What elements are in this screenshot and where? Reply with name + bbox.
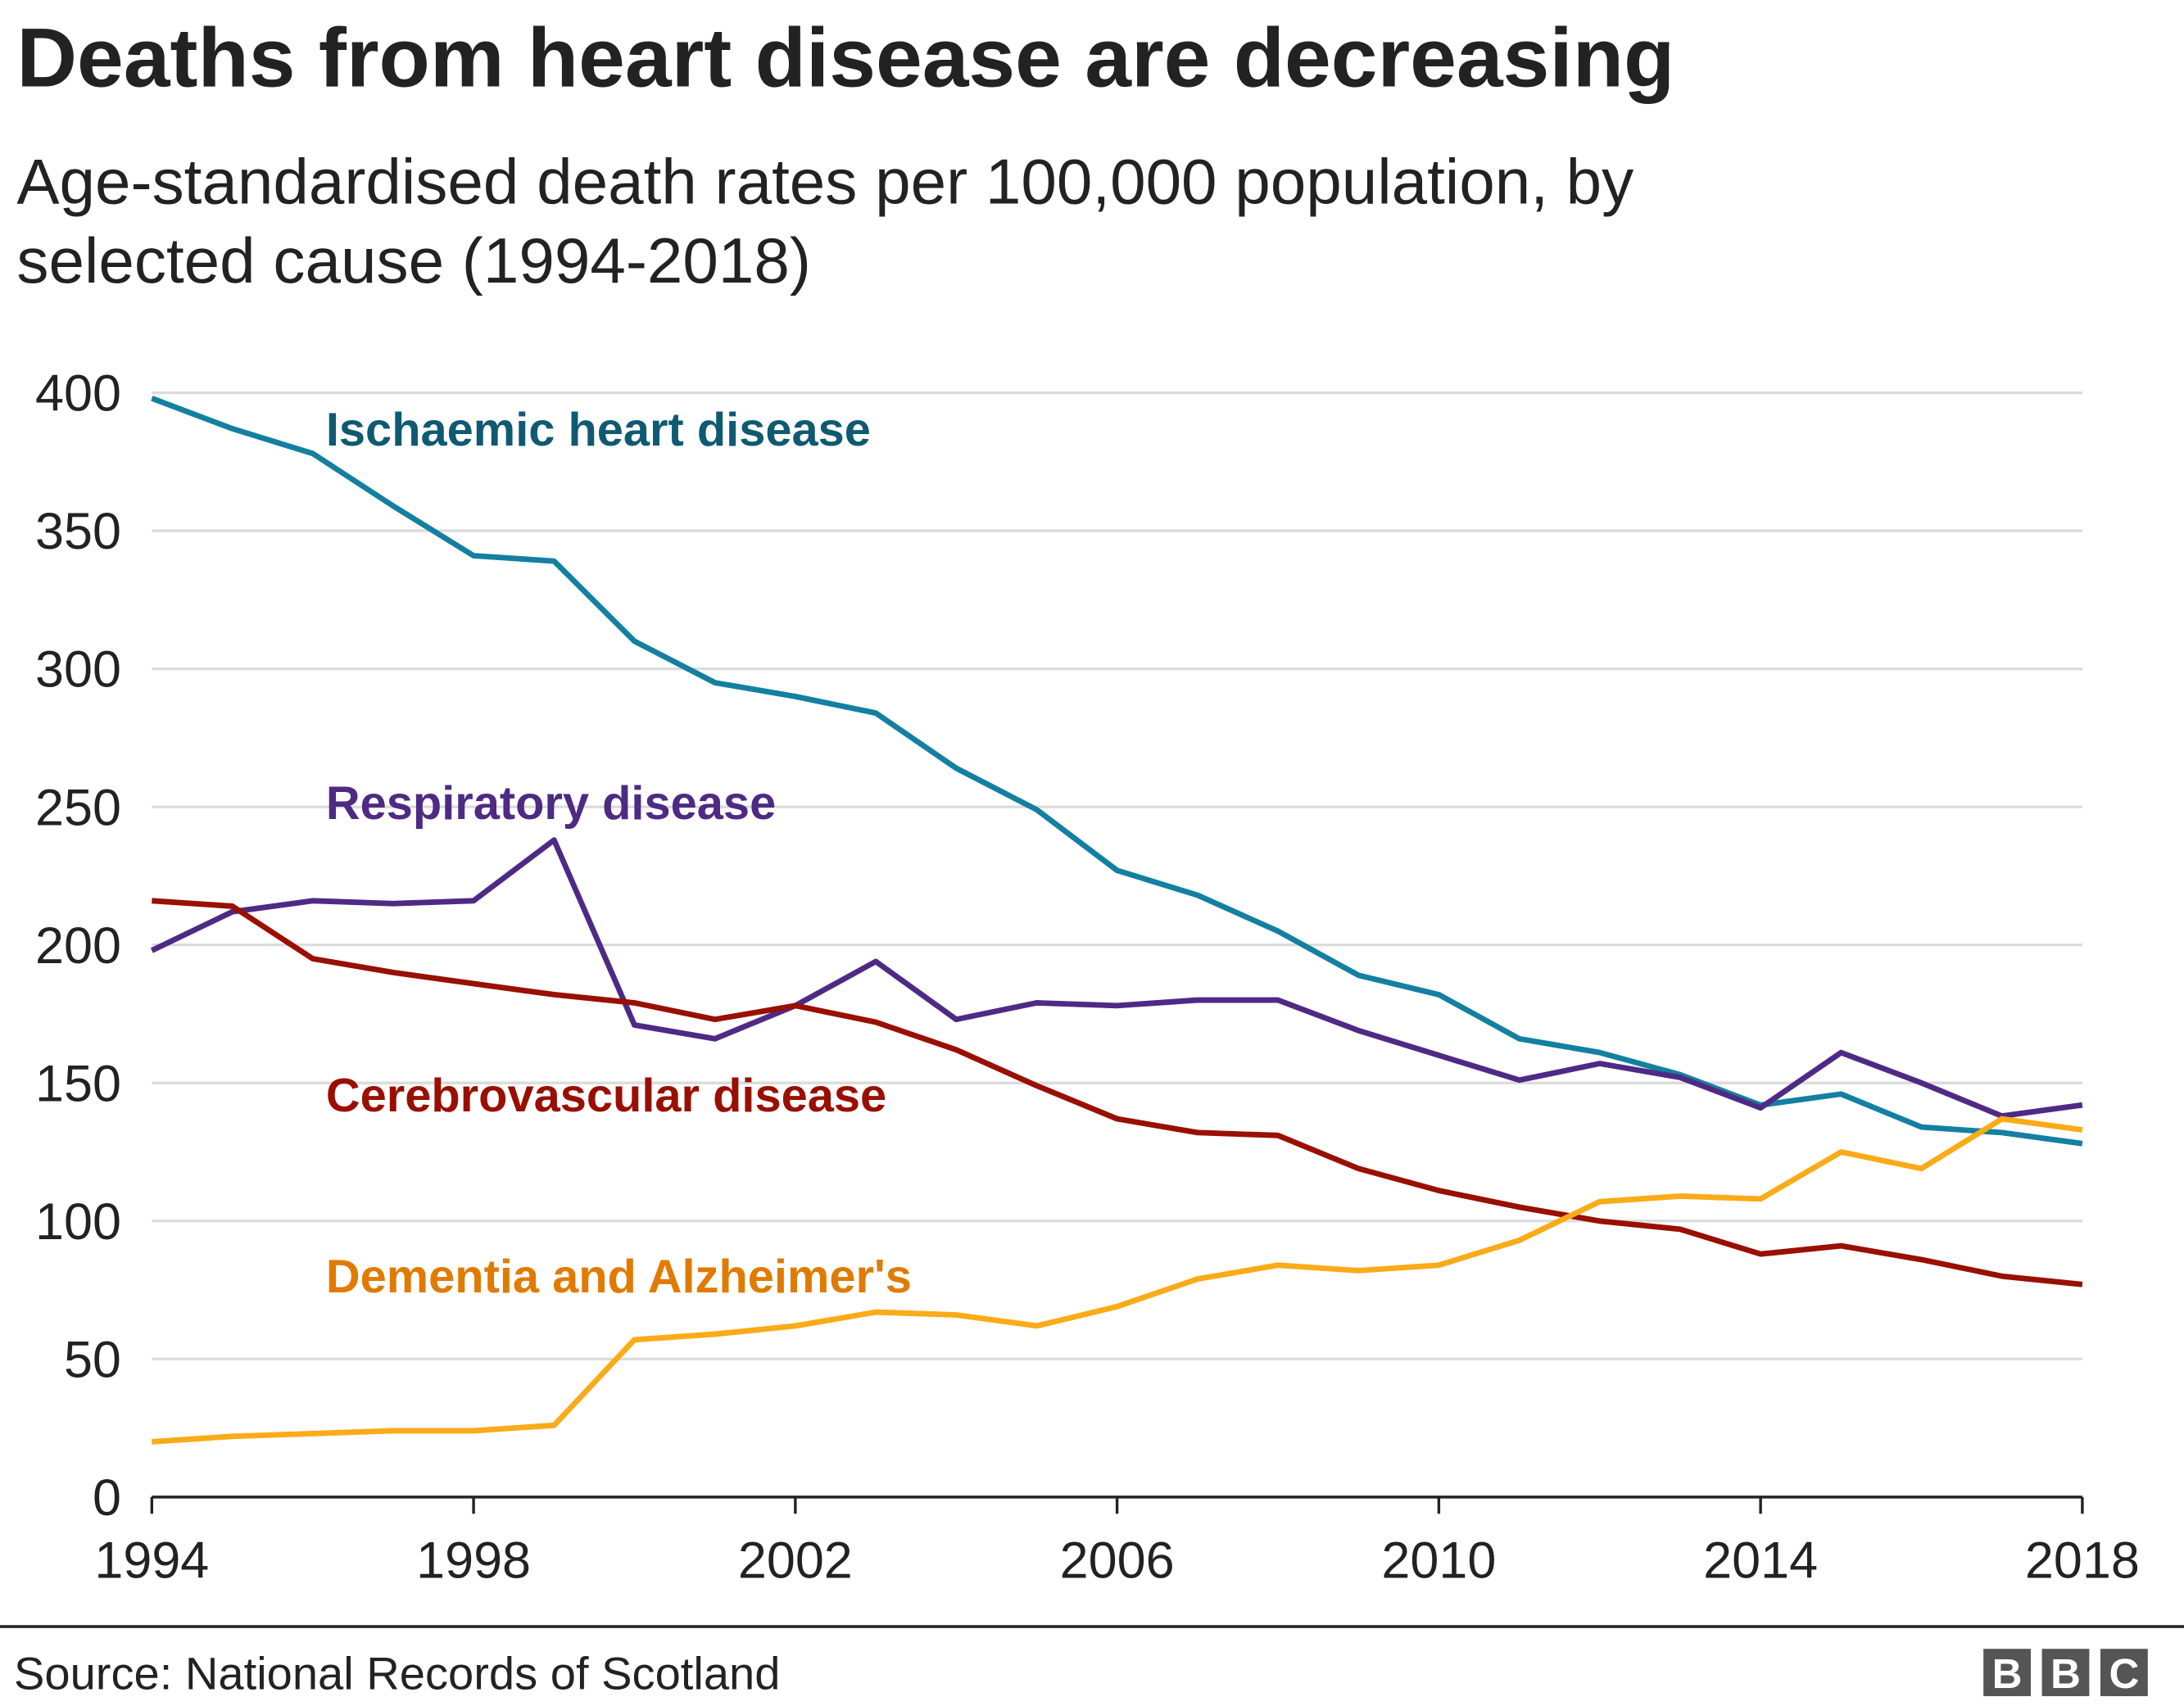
- series-line-0: [151, 396, 2083, 1147]
- series-labels: Ischaemic heart disease Respiratory dise…: [326, 404, 912, 1303]
- svg-text:C: C: [2109, 1650, 2139, 1697]
- y-tick-label: 50: [64, 1331, 121, 1388]
- series-lines: [150, 396, 2083, 1445]
- svg-text:B: B: [1992, 1650, 2023, 1697]
- y-tick-label: 0: [93, 1469, 121, 1527]
- svg-text:B: B: [2050, 1650, 2081, 1697]
- y-tick-label: 200: [35, 917, 121, 975]
- chart-subtitle-line2: selected cause (1994-2018): [16, 224, 810, 296]
- y-tick-label: 100: [35, 1193, 121, 1251]
- series-line-3: [152, 1115, 2083, 1445]
- y-tick-label: 350: [35, 503, 121, 560]
- x-tick-label: 2006: [1060, 1532, 1175, 1589]
- y-tick-label: 300: [35, 641, 121, 699]
- y-axis: 0 50 100 150 200 250 300 350 400: [35, 365, 121, 1527]
- y-tick-label: 150: [35, 1055, 121, 1112]
- x-tick-label: 2014: [1703, 1532, 1818, 1589]
- x-tick-label: 2002: [738, 1532, 853, 1589]
- x-tick-label: 1998: [416, 1532, 531, 1589]
- chart-title: Deaths from heart disease are decreasing: [16, 11, 1674, 105]
- y-tick-label: 400: [35, 365, 121, 423]
- series-line-2: [152, 898, 2083, 1287]
- series-label-cerebrovascular: Cerebrovascular disease: [326, 1070, 886, 1122]
- x-tick-label: 1994: [94, 1532, 209, 1589]
- series-label-ischaemic: Ischaemic heart disease: [326, 404, 871, 456]
- bbc-logo: B B C: [1983, 1649, 2148, 1697]
- y-tick-label: 250: [35, 779, 121, 836]
- gridlines: [152, 391, 2082, 1361]
- chart-subtitle-line1: Age-standardised death rates per 100,000…: [16, 145, 1633, 217]
- x-tick-label: 2010: [1381, 1532, 1496, 1589]
- series-label-respiratory: Respiratory disease: [326, 777, 776, 830]
- x-tick-label: 2018: [2025, 1532, 2140, 1589]
- series-line-1: [150, 837, 2083, 1120]
- series-label-dementia: Dementia and Alzheimer's: [326, 1251, 912, 1303]
- source-note: Source: National Records of Scotland: [14, 1648, 780, 1699]
- x-axis: 1994 1998 2002 2006 2010 2014 2018: [94, 1496, 2140, 1589]
